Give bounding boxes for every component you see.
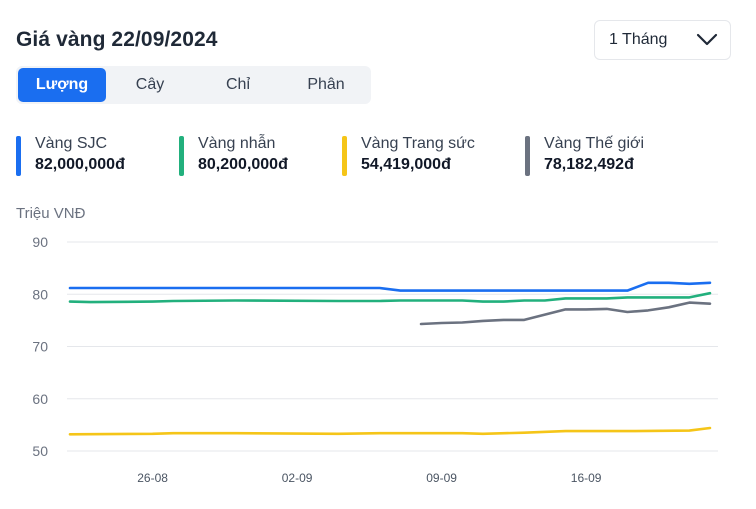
range-select[interactable]: 1 Tháng	[594, 20, 731, 60]
legend-price: 78,182,492đ	[544, 156, 634, 173]
y-axis-label: Triệu VNĐ	[16, 205, 86, 222]
y-tick-label: 60	[32, 391, 48, 407]
legend-name: Vàng Trang sức	[361, 135, 475, 152]
legend-item-trang-suc[interactable]: Vàng Trang sức 54,419,000đ	[342, 134, 475, 178]
page-title: Giá vàng 22/09/2024	[16, 28, 218, 51]
y-tick-label: 50	[32, 443, 48, 459]
tab-phan[interactable]: Phân	[307, 76, 345, 93]
legend-item-sjc[interactable]: Vàng SJC 82,000,000đ	[16, 134, 125, 178]
legend-swatch	[342, 136, 347, 176]
x-tick-label: 26-08	[137, 471, 168, 485]
series-line-3	[419, 301, 712, 326]
tab-luong[interactable]: Lượng	[18, 68, 106, 102]
legend: Vàng SJC 82,000,000đ Vàng nhẫn 80,200,00…	[16, 134, 736, 178]
legend-item-the-gioi[interactable]: Vàng Thế giới 78,182,492đ	[525, 134, 644, 178]
unit-tabs: Lượng Cây Chỉ Phân	[16, 66, 371, 104]
x-tick-label: 16-09	[571, 471, 602, 485]
legend-swatch	[16, 136, 21, 176]
legend-name: Vàng nhẫn	[198, 135, 276, 152]
legend-swatch	[179, 136, 184, 176]
chevron-down-icon	[696, 33, 718, 46]
range-select-value: 1 Tháng	[609, 31, 668, 48]
series-line-2	[68, 426, 712, 436]
legend-name: Vàng SJC	[35, 135, 108, 152]
x-tick-label: 02-09	[282, 471, 313, 485]
legend-name: Vàng Thế giới	[544, 135, 645, 152]
tab-cay[interactable]: Cây	[135, 76, 165, 93]
y-tick-label: 80	[32, 286, 48, 302]
x-tick-label: 09-09	[426, 471, 457, 485]
legend-price: 54,419,000đ	[361, 156, 451, 173]
y-tick-label: 90	[32, 234, 48, 250]
legend-price: 82,000,000đ	[35, 156, 125, 173]
legend-price: 80,200,000đ	[198, 156, 288, 173]
legend-item-nhan[interactable]: Vàng nhẫn 80,200,000đ	[179, 134, 288, 178]
series-line-1	[68, 291, 712, 304]
series-line-0	[68, 281, 712, 292]
legend-swatch	[525, 136, 530, 176]
tab-chi[interactable]: Chỉ	[225, 76, 250, 93]
y-tick-label: 70	[32, 339, 48, 355]
